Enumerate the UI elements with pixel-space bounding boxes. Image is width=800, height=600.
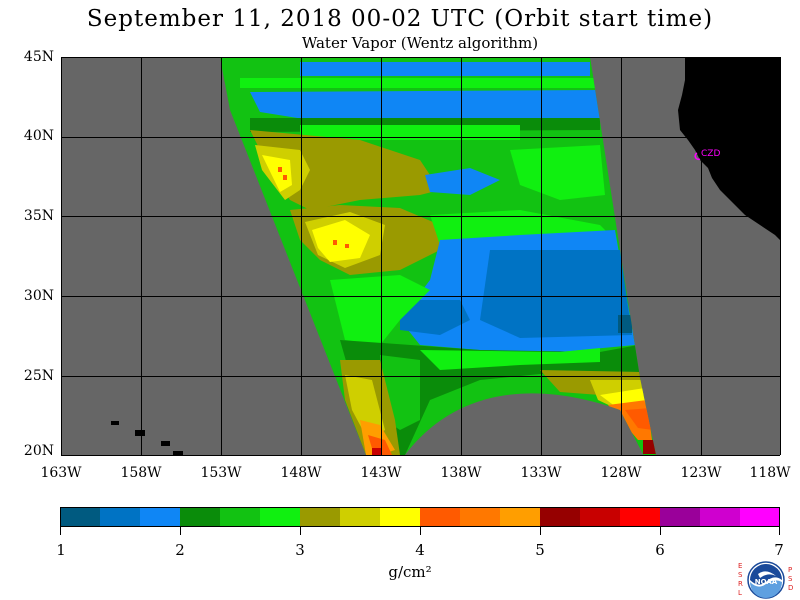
colorbar-swatch bbox=[60, 507, 100, 527]
colorbar-swatch bbox=[460, 507, 500, 527]
colorbar-label: 6 bbox=[655, 541, 665, 559]
logo-letter: E bbox=[738, 562, 743, 570]
colorbar-swatch bbox=[180, 507, 220, 527]
lon-label: 128W bbox=[600, 465, 642, 481]
colorbar-swatch bbox=[500, 507, 540, 527]
graticule bbox=[61, 57, 781, 456]
colorbar-label: 4 bbox=[415, 541, 425, 559]
land-mass bbox=[678, 57, 780, 240]
colorbar-label: 1 bbox=[56, 541, 66, 559]
colorbar-tick bbox=[540, 527, 541, 535]
logo-letter: L bbox=[738, 589, 742, 597]
colorbar-swatch bbox=[100, 507, 140, 527]
lon-label: 118W bbox=[749, 465, 791, 481]
lon-label: 158W bbox=[120, 465, 162, 481]
chart-subtitle: Water Vapor (Wentz algorithm) bbox=[301, 34, 539, 52]
lat-label: 40N bbox=[23, 128, 54, 144]
noaa-text: NOAA bbox=[755, 578, 778, 586]
lat-label: 45N bbox=[23, 49, 54, 65]
lat-label: 30N bbox=[23, 288, 54, 304]
colorbar-label: 3 bbox=[295, 541, 305, 559]
colorbar-swatch bbox=[700, 507, 740, 527]
colorbar-frame bbox=[60, 507, 780, 527]
lon-label: 153W bbox=[200, 465, 242, 481]
colorbar-swatch bbox=[660, 507, 700, 527]
lon-label: 163W bbox=[40, 465, 82, 481]
colorbar-tick bbox=[300, 527, 301, 535]
station-label: CZD bbox=[701, 149, 720, 159]
lon-label: 133W bbox=[520, 465, 562, 481]
colorbar-swatch bbox=[540, 507, 580, 527]
colorbar-swatch bbox=[340, 507, 380, 527]
colorbar-swatch bbox=[300, 507, 340, 527]
colorbar-tick bbox=[420, 527, 421, 535]
colorbar-swatch bbox=[260, 507, 300, 527]
colorbar-swatch bbox=[420, 507, 460, 527]
colorbar-swatch bbox=[580, 507, 620, 527]
lat-label: 25N bbox=[23, 368, 54, 384]
lon-label: 123W bbox=[680, 465, 722, 481]
colorbar-units: g/cm² bbox=[388, 563, 432, 581]
chart-title: September 11, 2018 00-02 UTC (Orbit star… bbox=[86, 6, 714, 32]
lon-label: 148W bbox=[280, 465, 322, 481]
colorbar-swatch bbox=[380, 507, 420, 527]
logo-letter: S bbox=[738, 571, 743, 579]
lon-label: 138W bbox=[440, 465, 482, 481]
noaa-emblem-icon: NOAA bbox=[747, 561, 785, 599]
hawaiian-islands bbox=[111, 421, 183, 455]
colorbar-swatch bbox=[220, 507, 260, 527]
lat-label: 20N bbox=[23, 443, 54, 459]
lon-label: 143W bbox=[360, 465, 402, 481]
logo-letter: R bbox=[738, 580, 743, 588]
colorbar-tick bbox=[779, 527, 780, 535]
colorbar-label: 7 bbox=[774, 541, 784, 559]
logo-letter: D bbox=[788, 584, 794, 592]
colorbar-swatch bbox=[140, 507, 180, 527]
colorbar-tick bbox=[180, 527, 181, 535]
colorbar-label: 5 bbox=[535, 541, 545, 559]
colorbar-tick bbox=[660, 527, 661, 535]
colorbar-label: 2 bbox=[175, 541, 185, 559]
colorbar-swatch bbox=[620, 507, 660, 527]
station-marker: CZD bbox=[694, 149, 720, 161]
lat-label: 35N bbox=[23, 208, 54, 224]
logo-letter: S bbox=[788, 575, 793, 583]
colorbar-tick bbox=[60, 527, 61, 535]
colorbar-swatch bbox=[740, 507, 780, 527]
logo-letter: P bbox=[788, 566, 793, 574]
